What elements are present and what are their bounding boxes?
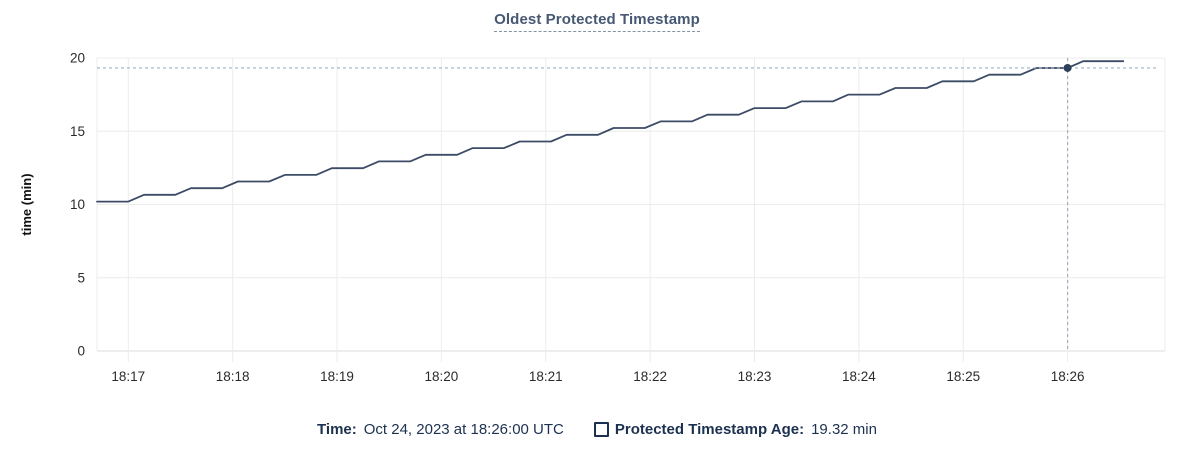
y-tick-label: 0 xyxy=(77,344,85,359)
x-tick-label: 18:21 xyxy=(529,369,563,384)
x-tick-label: 18:19 xyxy=(320,369,354,384)
y-tick-label: 5 xyxy=(77,270,85,285)
chart-title-row: Oldest Protected Timestamp xyxy=(0,11,1194,32)
series-legend-checkbox[interactable] xyxy=(593,422,609,437)
x-tick-label: 18:26 xyxy=(1051,369,1085,384)
hover-point[interactable] xyxy=(1063,63,1072,72)
series-label: Protected Timestamp Age: xyxy=(614,421,805,438)
y-tick-label: 15 xyxy=(70,124,85,139)
x-tick-label: 18:18 xyxy=(216,369,250,384)
y-tick-label: 10 xyxy=(70,197,85,212)
x-tick-label: 18:24 xyxy=(842,369,876,384)
y-axis-label: time (min) xyxy=(19,173,34,235)
series-line xyxy=(96,60,1125,203)
time-label: Time: xyxy=(317,421,357,438)
x-tick-label: 18:20 xyxy=(425,369,459,384)
series-value: 19.32 min xyxy=(811,421,877,438)
time-value: Oct 24, 2023 at 18:26:00 UTC xyxy=(363,421,564,438)
chart-hover-legend: Time: Oct 24, 2023 at 18:26:00 UTC Prote… xyxy=(0,421,1194,438)
x-tick-label: 18:23 xyxy=(738,369,772,384)
chart-title[interactable]: Oldest Protected Timestamp xyxy=(494,11,700,32)
x-tick-label: 18:25 xyxy=(946,369,980,384)
x-tick-label: 18:17 xyxy=(111,369,145,384)
x-tick-label: 18:22 xyxy=(633,369,667,384)
y-tick-label: 20 xyxy=(70,51,85,66)
